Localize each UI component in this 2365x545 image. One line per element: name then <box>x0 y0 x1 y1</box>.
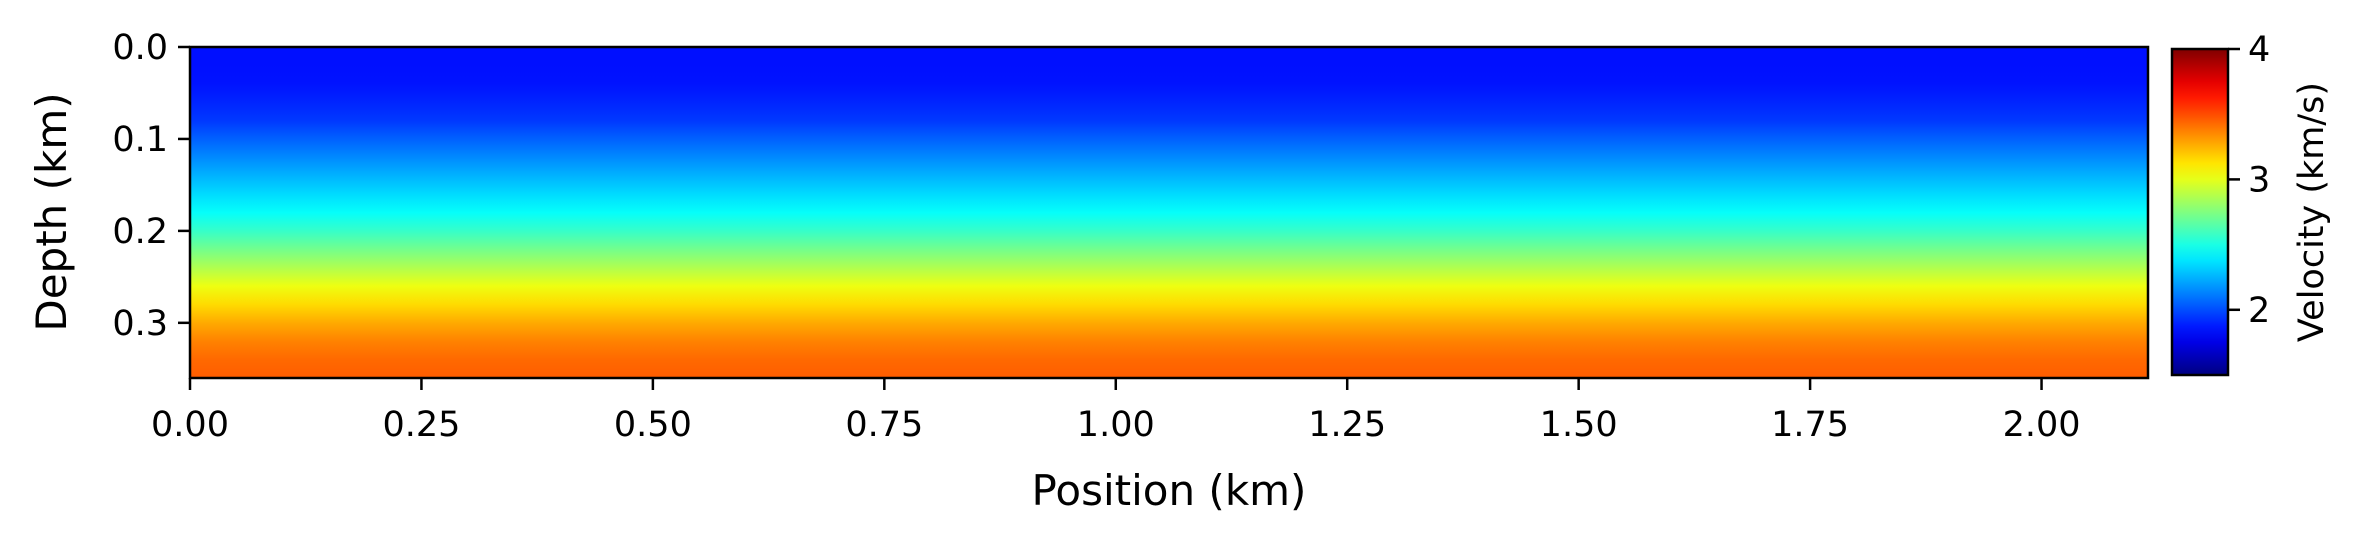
x-tick-label: 1.25 <box>1308 405 1386 445</box>
x-tick-label: 2.00 <box>2003 405 2081 445</box>
colorbar-frame <box>2170 47 2230 377</box>
y-axis: 0.0 0.1 0.2 0.3 <box>112 28 190 344</box>
x-tick-label: 1.75 <box>1771 405 1849 445</box>
x-tick-label: 0.00 <box>151 405 229 445</box>
x-tick-label: 0.50 <box>614 405 692 445</box>
y-axis-label: Depth (km) <box>27 92 76 331</box>
colorbar-tick-label: 4 <box>2248 30 2270 70</box>
colorbar-tick-label: 3 <box>2248 160 2270 200</box>
x-axis: 0.00 0.25 0.50 0.75 1.00 1.25 1.50 1.75 2.00 <box>151 378 2081 445</box>
colorbar-label: Velocity (km/s) <box>2292 82 2332 342</box>
y-tick-label: 0.2 <box>112 212 168 252</box>
x-tick-label: 1.50 <box>1540 405 1618 445</box>
y-tick-label: 0.3 <box>112 304 168 344</box>
x-axis-label: Position (km) <box>1032 466 1307 515</box>
colorbar-tick-label: 2 <box>2248 291 2270 331</box>
x-tick-label: 0.75 <box>845 405 923 445</box>
x-tick-label: 0.25 <box>382 405 460 445</box>
y-tick-label: 0.1 <box>112 120 168 160</box>
colorbar-axis: 2 3 4 <box>2228 30 2270 331</box>
colorbar <box>2172 49 2228 375</box>
x-tick-label: 1.00 <box>1077 405 1155 445</box>
plot-frame <box>188 45 2150 380</box>
y-tick-label: 0.0 <box>112 28 168 68</box>
velocity-heatmap <box>190 47 2148 378</box>
